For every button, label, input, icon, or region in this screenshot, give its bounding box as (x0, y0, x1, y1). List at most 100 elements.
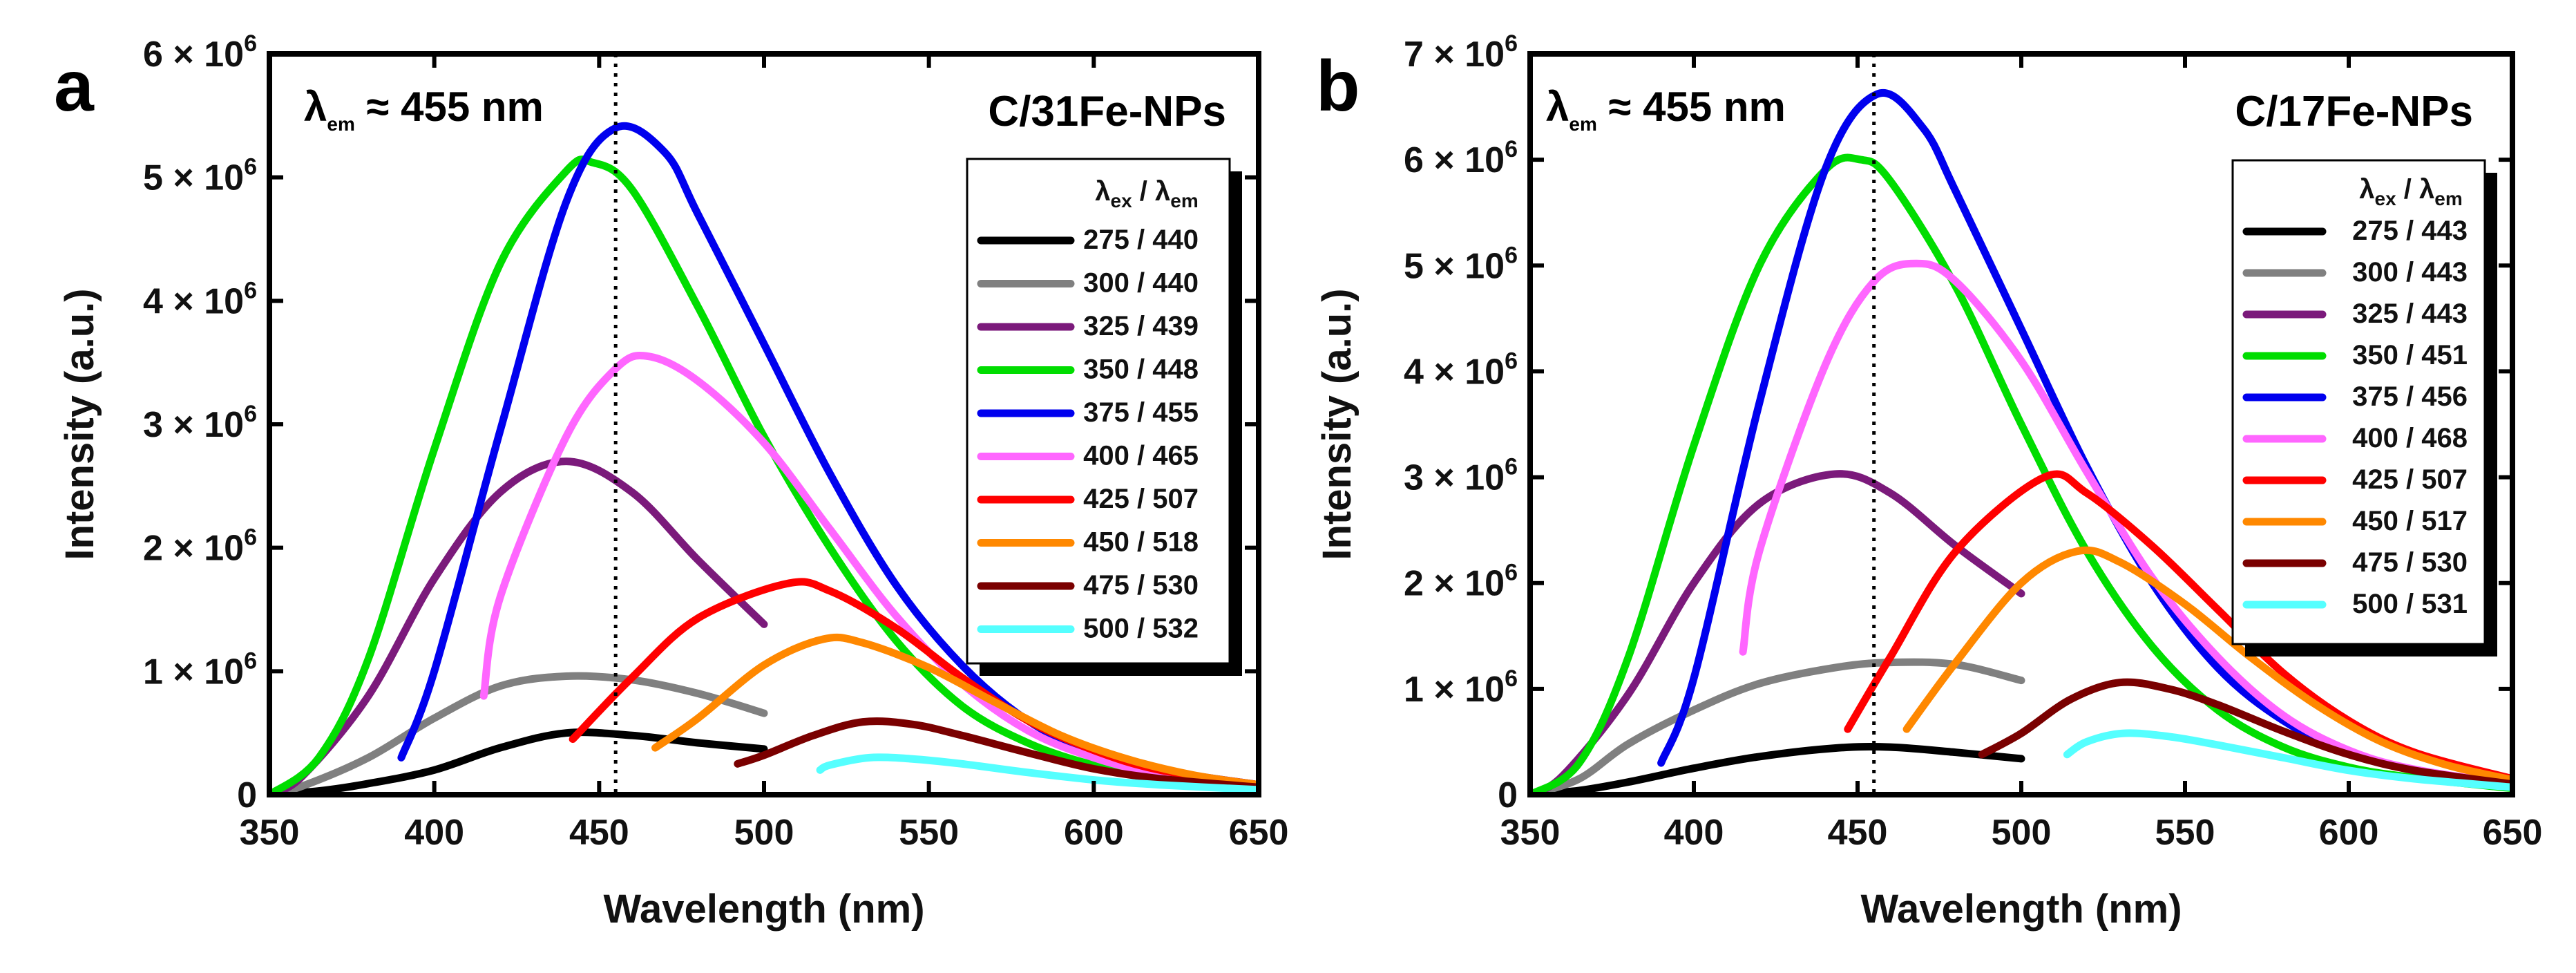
legend-label: 375 / 456 (2352, 381, 2468, 412)
legend-title: λex / λem (1095, 176, 1198, 211)
legend-label: 425 / 507 (1083, 484, 1199, 514)
y-tick-mantissa: 7 × 10 (1404, 35, 1505, 75)
x-tick-label: 600 (1064, 813, 1124, 853)
x-axis-title: Wavelength (nm) (603, 887, 924, 932)
series-line-300-440 (269, 672, 768, 795)
y-tick-exponent: 6 (244, 401, 257, 427)
series-line-500-531 (2063, 729, 2512, 791)
annotation-value: ≈ 455 nm (355, 84, 544, 130)
y-tick-exponent: 6 (1505, 348, 1518, 374)
legend-title-em-sym: λ (1155, 176, 1170, 207)
x-tick-label: 450 (1828, 813, 1888, 853)
series-line-450-517 (1902, 546, 2512, 784)
y-tick-mantissa: 6 × 10 (1404, 140, 1505, 180)
y-tick-mantissa: 1 × 10 (1404, 670, 1505, 710)
legend-label: 500 / 532 (1083, 614, 1199, 644)
legend-label: 300 / 440 (1083, 268, 1199, 299)
x-tick-label: 400 (1664, 813, 1724, 853)
series-line-325-439 (269, 457, 768, 795)
y-tick-exponent: 6 (1505, 242, 1518, 268)
x-tick-label: 500 (734, 813, 794, 853)
y-tick-mantissa: 1 × 10 (143, 652, 244, 692)
legend-title-sep: / (1132, 176, 1155, 207)
y-tick-label: 4 × 106 (143, 277, 257, 321)
legend-label: 275 / 443 (2352, 216, 2468, 246)
series-line-375-456 (1657, 88, 2512, 788)
series-line-275-443 (1530, 743, 2025, 795)
y-tick-exponent: 6 (1505, 136, 1518, 162)
legend-label: 325 / 443 (2352, 299, 2468, 329)
y-tick-mantissa: 4 × 10 (1404, 352, 1505, 392)
series-group (269, 122, 1259, 795)
legend-title-sep: / (2396, 174, 2419, 205)
legend-label: 275 / 440 (1083, 225, 1199, 255)
y-tick-label: 1 × 106 (143, 648, 257, 692)
legend-label: 450 / 518 (1083, 527, 1199, 558)
y-tick-mantissa: 2 × 10 (1404, 564, 1505, 604)
legend-title-em-sub: em (2434, 188, 2462, 209)
x-tick-label: 550 (899, 813, 959, 853)
y-tick-exponent: 6 (244, 277, 257, 303)
series-line-275-440 (269, 728, 768, 795)
y-tick-exponent: 6 (1505, 30, 1518, 57)
y-tick-label: 0 (237, 775, 257, 815)
x-tick-label: 350 (240, 813, 300, 853)
y-axis-title: Intensity (a.u.) (57, 288, 102, 560)
x-tick-label: 600 (2319, 813, 2379, 853)
annotation-value: ≈ 455 nm (1597, 84, 1786, 130)
series-line-350-448 (269, 155, 1259, 795)
y-tick-exponent: 6 (1505, 454, 1518, 480)
series-line-325-443 (1530, 470, 2025, 795)
series-line-475-530 (1978, 678, 2512, 788)
y-tick-exponent: 6 (1505, 560, 1518, 586)
y-tick-label: 3 × 106 (1404, 454, 1518, 498)
x-axis-title: Wavelength (nm) (1860, 887, 2182, 932)
x-tick-label: 650 (1229, 813, 1289, 853)
legend-label: 350 / 448 (1083, 355, 1199, 385)
x-tick-label: 450 (569, 813, 629, 853)
legend-title: λex / λem (2359, 174, 2462, 209)
x-tick-label: 550 (2155, 813, 2215, 853)
y-tick-mantissa: 5 × 10 (1404, 246, 1505, 286)
y-tick-mantissa: 4 × 10 (143, 281, 244, 321)
legend-label: 325 / 439 (1083, 311, 1199, 341)
x-tick-label: 350 (1500, 813, 1561, 853)
y-tick-label: 2 × 106 (143, 525, 257, 569)
lambda-subscript: em (1569, 113, 1596, 135)
series-line-300-443 (1530, 658, 2025, 795)
y-tick-mantissa: 0 (237, 775, 257, 815)
legend-label: 475 / 530 (1083, 570, 1199, 601)
series-line-400-468 (1739, 259, 2512, 788)
sample-label: C/17Fe-NPs (2235, 88, 2473, 135)
legend-title-em-sub: em (1170, 190, 1198, 211)
y-tick-label: 2 × 106 (1404, 560, 1518, 604)
y-tick-exponent: 6 (244, 648, 257, 674)
y-tick-mantissa: 0 (1498, 775, 1518, 815)
emission-annotation: λem ≈ 455 nm (1546, 84, 1786, 135)
legend-title-ex-sub: ex (1111, 190, 1133, 211)
y-tick-label: 6 × 106 (143, 30, 257, 75)
series-line-450-518 (651, 633, 1259, 789)
legend-title-ex-sym: λ (2359, 174, 2374, 205)
y-tick-label: 5 × 106 (143, 154, 257, 198)
lambda-subscript: em (327, 113, 354, 135)
y-tick-mantissa: 6 × 10 (143, 35, 244, 75)
lambda-symbol: λ (304, 84, 327, 130)
legend-label: 400 / 465 (1083, 441, 1199, 471)
emission-annotation: λem ≈ 455 nm (304, 84, 544, 135)
y-tick-exponent: 6 (244, 154, 257, 180)
series-line-400-465 (479, 352, 1259, 790)
y-tick-mantissa: 3 × 10 (1404, 458, 1505, 498)
legend-label: 450 / 517 (2352, 506, 2468, 536)
x-tick-label: 650 (2483, 813, 2543, 853)
y-axis-title: Intensity (a.u.) (1315, 288, 1359, 560)
lambda-symbol: λ (1546, 84, 1569, 130)
y-tick-label: 6 × 106 (1404, 136, 1518, 180)
y-tick-label: 3 × 106 (143, 401, 257, 445)
y-tick-label: 0 (1498, 775, 1518, 815)
panel-letter: a (54, 46, 95, 126)
series-line-500-532 (816, 753, 1259, 794)
